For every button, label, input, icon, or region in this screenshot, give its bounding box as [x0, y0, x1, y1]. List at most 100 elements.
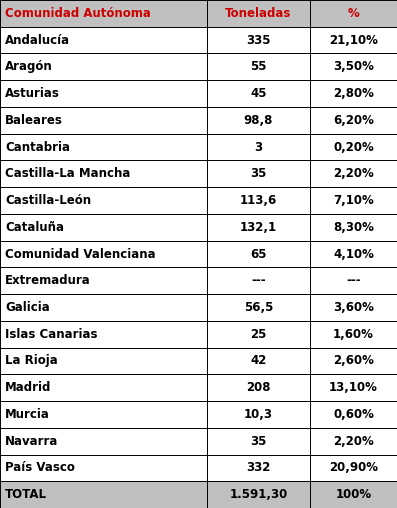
Text: Galicia: Galicia [5, 301, 50, 314]
Bar [0, 428, 207, 455]
Bar [0, 455, 207, 481]
Bar [0, 0, 207, 27]
Bar [0, 161, 207, 187]
Text: 56,5: 56,5 [244, 301, 273, 314]
Text: Extremadura: Extremadura [5, 274, 91, 287]
Text: Navarra: Navarra [5, 435, 58, 448]
Text: 0,20%: 0,20% [333, 141, 374, 153]
Text: 35: 35 [251, 435, 267, 448]
Bar [207, 267, 310, 294]
Text: 25: 25 [251, 328, 267, 341]
Bar [207, 0, 310, 27]
Bar [0, 241, 207, 267]
Bar [310, 401, 397, 428]
Bar [310, 134, 397, 161]
Text: Castilla-La Mancha: Castilla-La Mancha [5, 167, 130, 180]
Bar [0, 107, 207, 134]
Text: %: % [348, 7, 359, 20]
Bar [207, 481, 310, 508]
Text: 4,10%: 4,10% [333, 247, 374, 261]
Bar [207, 294, 310, 321]
Bar [0, 134, 207, 161]
Bar [0, 294, 207, 321]
Text: Aragón: Aragón [5, 60, 53, 73]
Text: Murcia: Murcia [5, 408, 50, 421]
Text: 98,8: 98,8 [244, 114, 273, 127]
Bar [310, 0, 397, 27]
Bar [310, 321, 397, 347]
Bar [310, 374, 397, 401]
Bar [310, 187, 397, 214]
Bar [207, 374, 310, 401]
Bar [207, 107, 310, 134]
Bar [310, 347, 397, 374]
Text: 332: 332 [246, 461, 271, 474]
Bar [207, 455, 310, 481]
Text: 208: 208 [246, 381, 271, 394]
Text: Madrid: Madrid [5, 381, 51, 394]
Bar [207, 214, 310, 241]
Bar [207, 347, 310, 374]
Bar [0, 187, 207, 214]
Bar [207, 27, 310, 53]
Bar [310, 267, 397, 294]
Text: 35: 35 [251, 167, 267, 180]
Bar [0, 347, 207, 374]
Text: 113,6: 113,6 [240, 194, 277, 207]
Bar [0, 267, 207, 294]
Text: 2,60%: 2,60% [333, 355, 374, 367]
Text: 7,10%: 7,10% [333, 194, 374, 207]
Bar [207, 241, 310, 267]
Bar [207, 161, 310, 187]
Text: 13,10%: 13,10% [329, 381, 378, 394]
Bar [310, 481, 397, 508]
Text: País Vasco: País Vasco [5, 461, 75, 474]
Bar [0, 53, 207, 80]
Text: 20,90%: 20,90% [329, 461, 378, 474]
Bar [0, 481, 207, 508]
Text: 65: 65 [250, 247, 267, 261]
Text: 45: 45 [250, 87, 267, 100]
Text: 2,80%: 2,80% [333, 87, 374, 100]
Bar [310, 241, 397, 267]
Text: Andalucía: Andalucía [5, 34, 70, 47]
Text: 3: 3 [254, 141, 262, 153]
Text: La Rioja: La Rioja [5, 355, 58, 367]
Bar [207, 321, 310, 347]
Bar [310, 428, 397, 455]
Text: Comunidad Autónoma: Comunidad Autónoma [5, 7, 151, 20]
Text: 8,30%: 8,30% [333, 221, 374, 234]
Text: 335: 335 [246, 34, 271, 47]
Text: 1,60%: 1,60% [333, 328, 374, 341]
Bar [207, 134, 310, 161]
Text: 21,10%: 21,10% [329, 34, 378, 47]
Text: 3,60%: 3,60% [333, 301, 374, 314]
Text: 6,20%: 6,20% [333, 114, 374, 127]
Text: Cantabria: Cantabria [5, 141, 70, 153]
Text: Castilla-León: Castilla-León [5, 194, 91, 207]
Text: 0,60%: 0,60% [333, 408, 374, 421]
Text: 42: 42 [251, 355, 267, 367]
Text: 1.591,30: 1.591,30 [229, 488, 287, 501]
Text: 100%: 100% [335, 488, 372, 501]
Bar [310, 27, 397, 53]
Bar [310, 161, 397, 187]
Bar [0, 321, 207, 347]
Text: Comunidad Valenciana: Comunidad Valenciana [5, 247, 156, 261]
Bar [0, 401, 207, 428]
Text: 10,3: 10,3 [244, 408, 273, 421]
Text: ---: --- [346, 274, 361, 287]
Bar [0, 214, 207, 241]
Text: TOTAL: TOTAL [5, 488, 47, 501]
Bar [310, 294, 397, 321]
Text: 3,50%: 3,50% [333, 60, 374, 73]
Bar [310, 80, 397, 107]
Bar [310, 214, 397, 241]
Bar [310, 53, 397, 80]
Text: Cataluña: Cataluña [5, 221, 64, 234]
Bar [310, 107, 397, 134]
Text: ---: --- [251, 274, 266, 287]
Bar [207, 401, 310, 428]
Bar [0, 80, 207, 107]
Bar [0, 27, 207, 53]
